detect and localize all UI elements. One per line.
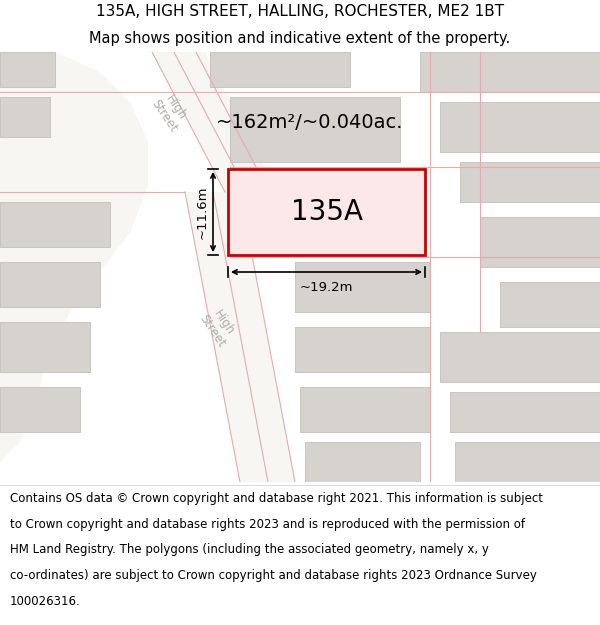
- Polygon shape: [450, 392, 600, 432]
- Polygon shape: [295, 327, 430, 372]
- Text: 135A, HIGH STREET, HALLING, ROCHESTER, ME2 1BT: 135A, HIGH STREET, HALLING, ROCHESTER, M…: [96, 4, 504, 19]
- Text: ~11.6m: ~11.6m: [196, 185, 209, 239]
- Text: ~162m²/~0.040ac.: ~162m²/~0.040ac.: [216, 112, 404, 131]
- Polygon shape: [455, 442, 600, 482]
- Polygon shape: [230, 97, 400, 162]
- Text: HM Land Registry. The polygons (including the associated geometry, namely x, y: HM Land Registry. The polygons (includin…: [10, 544, 488, 556]
- Polygon shape: [0, 52, 55, 87]
- Polygon shape: [0, 262, 100, 307]
- Polygon shape: [500, 282, 600, 327]
- Polygon shape: [420, 52, 600, 92]
- Text: High
Street: High Street: [197, 304, 239, 349]
- Polygon shape: [0, 52, 148, 462]
- Text: 135A: 135A: [290, 198, 362, 226]
- Polygon shape: [460, 162, 600, 202]
- Text: co-ordinates) are subject to Crown copyright and database rights 2023 Ordnance S: co-ordinates) are subject to Crown copyr…: [10, 569, 536, 582]
- Text: 100026316.: 100026316.: [10, 595, 80, 608]
- Polygon shape: [228, 169, 425, 255]
- Polygon shape: [0, 202, 110, 247]
- Polygon shape: [305, 442, 420, 482]
- Polygon shape: [295, 262, 430, 312]
- Polygon shape: [0, 97, 50, 137]
- Polygon shape: [440, 102, 600, 152]
- Polygon shape: [300, 387, 430, 432]
- Polygon shape: [0, 387, 80, 432]
- Text: to Crown copyright and database rights 2023 and is reproduced with the permissio: to Crown copyright and database rights 2…: [10, 518, 524, 531]
- Text: Map shows position and indicative extent of the property.: Map shows position and indicative extent…: [89, 31, 511, 46]
- Text: High
Street: High Street: [149, 89, 191, 134]
- Polygon shape: [0, 322, 90, 372]
- Polygon shape: [185, 192, 295, 482]
- Polygon shape: [210, 52, 350, 87]
- Polygon shape: [152, 52, 278, 192]
- Polygon shape: [440, 332, 600, 382]
- Polygon shape: [480, 217, 600, 267]
- Text: Contains OS data © Crown copyright and database right 2021. This information is : Contains OS data © Crown copyright and d…: [10, 492, 542, 505]
- Text: ~19.2m: ~19.2m: [300, 281, 353, 294]
